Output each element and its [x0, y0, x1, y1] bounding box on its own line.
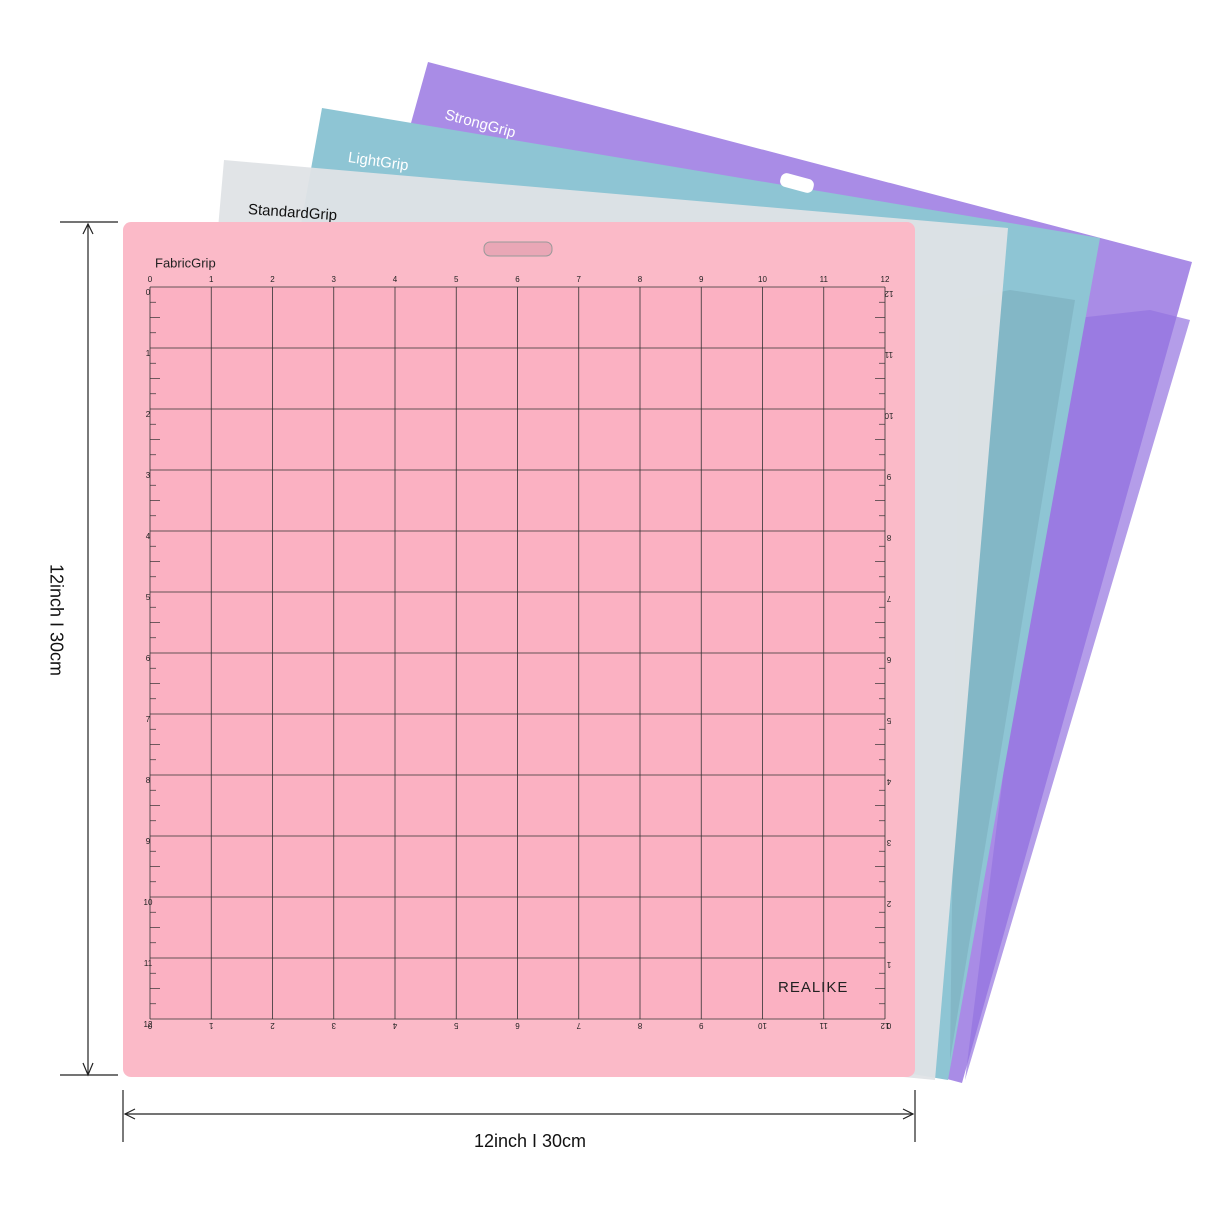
ruler-number: 2 — [270, 1021, 275, 1030]
ruler-number: 0 — [147, 1021, 152, 1030]
ruler-number: 4 — [886, 777, 891, 786]
ruler-number: 1 — [208, 1021, 213, 1030]
ruler-number: 5 — [886, 716, 891, 725]
ruler-number: 0 — [146, 288, 151, 297]
ruler-number: 9 — [146, 837, 151, 846]
ruler-number: 8 — [146, 776, 151, 785]
ruler-number: 12 — [880, 1021, 889, 1030]
ruler-number: 3 — [146, 471, 151, 480]
ruler-number: 4 — [392, 1021, 397, 1030]
ruler-number: 5 — [146, 593, 151, 602]
hang-hole — [483, 241, 553, 257]
ruler-number: 3 — [331, 1021, 336, 1030]
ruler-number: 8 — [637, 1021, 642, 1030]
ruler-number: 0 — [148, 275, 153, 284]
ruler-number: 7 — [577, 275, 582, 284]
ruler-number: 11 — [820, 275, 829, 284]
ruler-number: 6 — [515, 275, 520, 284]
ruler-number: 11 — [144, 959, 153, 968]
ruler-number: 12 — [884, 289, 893, 298]
ruler-number: 8 — [638, 275, 643, 284]
ruler-number: 12 — [144, 1020, 153, 1029]
ruler-number: 6 — [146, 654, 151, 663]
ruler-number: 9 — [698, 1021, 703, 1030]
ruler-number: 2 — [270, 275, 275, 284]
ruler-number: 3 — [886, 838, 891, 847]
height-label: 12inch I 30cm — [46, 564, 66, 676]
ruler-number: 1 — [209, 275, 214, 284]
ruler-number: 9 — [699, 275, 704, 284]
ruler-number: 12 — [881, 275, 890, 284]
width-label: 12inch I 30cm — [474, 1131, 586, 1151]
ruler-number: 1 — [886, 960, 891, 969]
ruler-number: 11 — [884, 350, 893, 359]
ruler-number: 5 — [453, 1021, 458, 1030]
ruler-number: 4 — [146, 532, 151, 541]
ruler-number: 8 — [886, 533, 891, 542]
brand: REALIKE — [778, 979, 848, 996]
mat-grid-area — [965, 310, 1190, 1080]
ruler-number: 10 — [758, 1021, 767, 1030]
hang-hole — [780, 173, 814, 193]
dimension-lines — [60, 221, 916, 1142]
ruler-number: 2 — [146, 410, 151, 419]
mat-label: StandardGrip — [247, 201, 337, 224]
ruler-number: 6 — [886, 655, 891, 664]
ruler-number: 7 — [576, 1021, 581, 1030]
ruler-number: 0 — [886, 1021, 891, 1030]
mat-label: FabricGrip — [155, 255, 216, 270]
ruler-number: 5 — [454, 275, 459, 284]
ruler-number: 7 — [886, 594, 891, 603]
ruler-number: 11 — [819, 1021, 828, 1030]
ruler-number: 10 — [758, 275, 767, 284]
grid: 0001211111222103339444855576666777588849… — [144, 275, 894, 1030]
ruler-number: 4 — [393, 275, 398, 284]
ruler-number: 10 — [884, 411, 893, 420]
ruler-number: 2 — [886, 899, 891, 908]
ruler-number: 10 — [144, 898, 153, 907]
ruler-number: 3 — [332, 275, 337, 284]
ruler-number: 1 — [146, 349, 151, 358]
ruler-number: 6 — [515, 1021, 520, 1030]
ruler-number: 9 — [886, 472, 891, 481]
ruler-number: 7 — [146, 715, 151, 724]
